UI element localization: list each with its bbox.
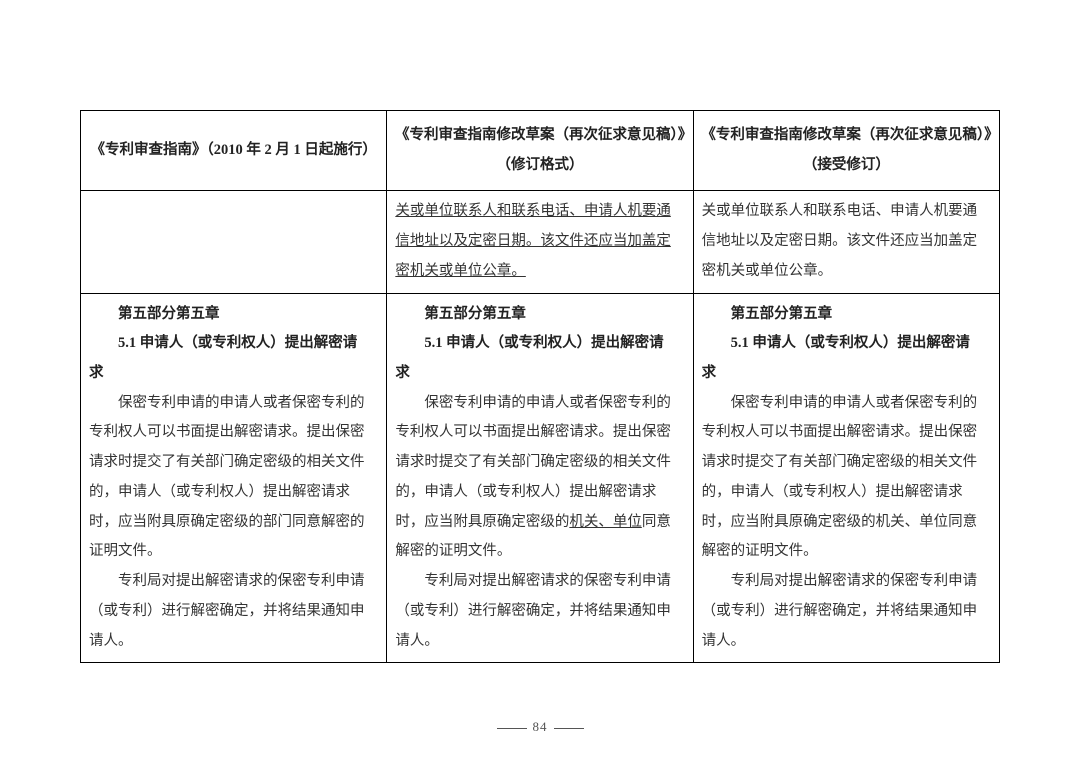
section-subheading: 5.1 申请人（或专利权人）提出解密请: [395, 329, 684, 359]
underlined-text: 机关、单位: [569, 514, 642, 530]
cell-r1c2: 关或单位联系人和联系电话、申请人机要通信地址以及定密日期。该文件还应当加盖定密机…: [387, 191, 693, 293]
section-subheading-end: 求: [702, 359, 991, 389]
paragraph: 专利局对提出解密请求的保密专利申请（或专利）进行解密确定，并将结果通知申请人。: [395, 567, 684, 656]
cell-r1c1: [81, 191, 387, 293]
cell-r1c3: 关或单位联系人和联系电话、申请人机要通信地址以及定密日期。该文件还应当加盖定密机…: [693, 191, 999, 293]
page-number: 84: [0, 719, 1080, 735]
section-heading: 第五部分第五章: [89, 300, 378, 330]
document-page: 《专利审查指南》（2010 年 2 月 1 日起施行） 《专利审查指南修改草案（…: [0, 0, 1080, 703]
section-subheading: 5.1 申请人（或专利权人）提出解密请: [89, 329, 378, 359]
cell-r2c1: 第五部分第五章 5.1 申请人（或专利权人）提出解密请 求 保密专利申请的申请人…: [81, 293, 387, 663]
table-row: 关或单位联系人和联系电话、申请人机要通信地址以及定密日期。该文件还应当加盖定密机…: [81, 191, 1000, 293]
text-segment: 保密专利申请的申请人或者保密专利的专利权人可以书面提出解密请求。提出保密请求时提…: [395, 395, 671, 530]
cell-r2c3: 第五部分第五章 5.1 申请人（或专利权人）提出解密请 求 保密专利申请的申请人…: [693, 293, 999, 663]
section-subheading-end: 求: [395, 359, 684, 389]
section-subheading-end: 求: [89, 359, 378, 389]
table-header-row: 《专利审查指南》（2010 年 2 月 1 日起施行） 《专利审查指南修改草案（…: [81, 111, 1000, 191]
underlined-text: 关或单位联系人和联系电话、申请人机要通信地址以及定密日期。该文件还应当加盖定密机…: [395, 203, 671, 278]
section-subheading: 5.1 申请人（或专利权人）提出解密请: [702, 329, 991, 359]
header-col-revised-format: 《专利审查指南修改草案（再次征求意见稿）》（修订格式）: [387, 111, 693, 191]
header-col-accepted: 《专利审查指南修改草案（再次征求意见稿）》（接受修订）: [693, 111, 999, 191]
header-col-original: 《专利审查指南》（2010 年 2 月 1 日起施行）: [81, 111, 387, 191]
table-row: 第五部分第五章 5.1 申请人（或专利权人）提出解密请 求 保密专利申请的申请人…: [81, 293, 1000, 663]
comparison-table: 《专利审查指南》（2010 年 2 月 1 日起施行） 《专利审查指南修改草案（…: [80, 110, 1000, 663]
section-heading: 第五部分第五章: [702, 300, 991, 330]
paragraph: 保密专利申请的申请人或者保密专利的专利权人可以书面提出解密请求。提出保密请求时提…: [395, 389, 684, 567]
paragraph: 专利局对提出解密请求的保密专利申请（或专利）进行解密确定，并将结果通知申请人。: [702, 567, 991, 656]
paragraph: 专利局对提出解密请求的保密专利申请（或专利）进行解密确定，并将结果通知申请人。: [89, 567, 378, 656]
paragraph: 保密专利申请的申请人或者保密专利的专利权人可以书面提出解密请求。提出保密请求时提…: [702, 389, 991, 567]
paragraph: 保密专利申请的申请人或者保密专利的专利权人可以书面提出解密请求。提出保密请求时提…: [89, 389, 378, 567]
cell-r2c2: 第五部分第五章 5.1 申请人（或专利权人）提出解密请 求 保密专利申请的申请人…: [387, 293, 693, 663]
section-heading: 第五部分第五章: [395, 300, 684, 330]
